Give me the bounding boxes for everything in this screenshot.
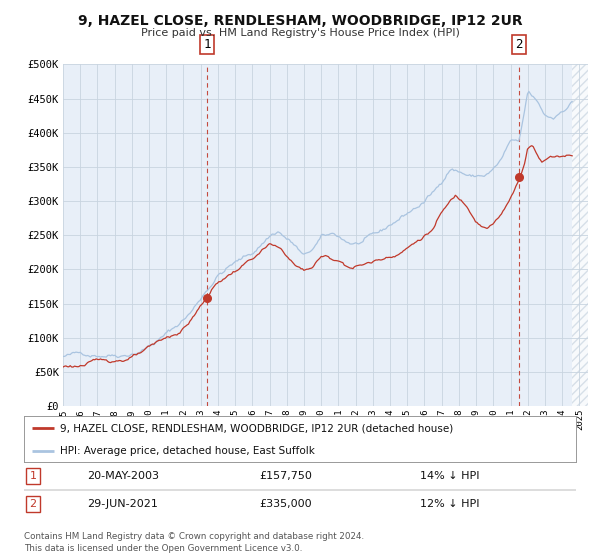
Text: 1: 1	[203, 38, 211, 52]
Bar	[572, 64, 588, 406]
Text: 2: 2	[515, 38, 523, 52]
Text: 9, HAZEL CLOSE, RENDLESHAM, WOODBRIDGE, IP12 2UR (detached house): 9, HAZEL CLOSE, RENDLESHAM, WOODBRIDGE, …	[60, 423, 453, 433]
Text: 1: 1	[29, 471, 37, 481]
Text: Contains HM Land Registry data © Crown copyright and database right 2024.
This d: Contains HM Land Registry data © Crown c…	[24, 533, 364, 553]
Text: 9, HAZEL CLOSE, RENDLESHAM, WOODBRIDGE, IP12 2UR: 9, HAZEL CLOSE, RENDLESHAM, WOODBRIDGE, …	[77, 14, 523, 28]
Text: £335,000: £335,000	[259, 499, 312, 509]
Text: 12% ↓ HPI: 12% ↓ HPI	[420, 499, 479, 509]
Text: 20-MAY-2003: 20-MAY-2003	[87, 471, 159, 481]
Text: £157,750: £157,750	[259, 471, 312, 481]
Text: Price paid vs. HM Land Registry's House Price Index (HPI): Price paid vs. HM Land Registry's House …	[140, 28, 460, 38]
Text: 14% ↓ HPI: 14% ↓ HPI	[420, 471, 479, 481]
Text: HPI: Average price, detached house, East Suffolk: HPI: Average price, detached house, East…	[60, 446, 315, 455]
Text: 29-JUN-2021: 29-JUN-2021	[87, 499, 158, 509]
Text: 2: 2	[29, 499, 37, 509]
